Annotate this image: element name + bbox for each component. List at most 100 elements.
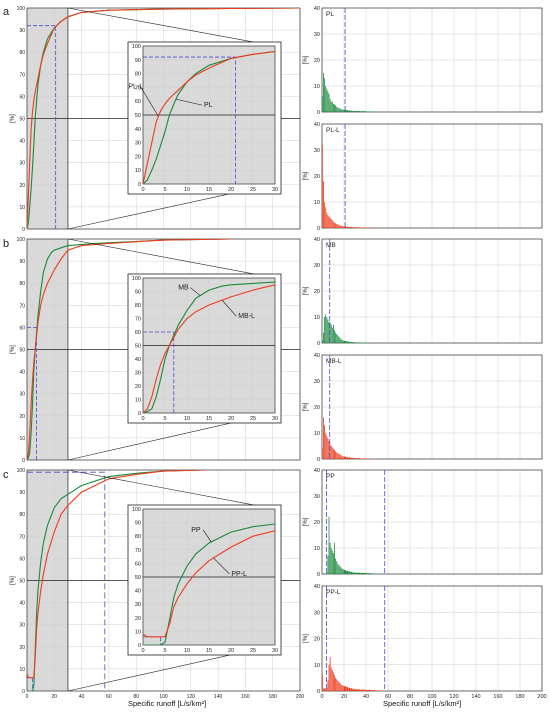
y-tick-label: 10 — [314, 431, 320, 437]
y-axis-title: [%] — [303, 517, 309, 526]
histogram-bar — [325, 688, 327, 691]
histogram-bar — [334, 542, 335, 574]
histogram-bar — [326, 435, 328, 459]
y-tick-label: 60 — [19, 325, 25, 331]
histogram-bar — [366, 111, 372, 112]
histogram-bar — [327, 319, 329, 343]
histogram-bar — [331, 220, 333, 228]
histogram-bar — [346, 341, 349, 343]
inset-series-line-PL — [143, 50, 275, 184]
histogram-bar — [325, 207, 327, 228]
y-tick-label: 90 — [135, 521, 141, 527]
inset-a: 0 5 10 15 20 25 30 0 10 20 30 40 50 60 70 80 90 100 PL-L PL — [127, 41, 282, 195]
y-tick-label: 0 — [317, 689, 320, 695]
y-tick-label: 60 — [19, 556, 25, 562]
y-tick-label: 20 — [135, 384, 141, 390]
histogram-bar — [323, 417, 324, 459]
inset-guide-line — [143, 331, 175, 413]
histogram-bar — [330, 218, 332, 228]
y-tick-label: 70 — [135, 85, 141, 91]
y-tick-label: 40 — [19, 370, 25, 376]
histogram-bar — [322, 448, 323, 459]
x-tick-label: 15 — [206, 187, 212, 193]
plot-frame — [321, 7, 543, 113]
histogram-bar — [334, 449, 335, 459]
y-tick-label: 70 — [19, 72, 25, 78]
histogram-label: MB — [326, 242, 336, 249]
y-tick-label: 20 — [19, 645, 25, 651]
histogram-bar — [333, 672, 334, 691]
y-tick-label: 20 — [314, 405, 320, 411]
histogram-bar — [352, 457, 355, 459]
y-tick-label: 10 — [19, 436, 25, 442]
y-tick-label: 80 — [19, 512, 25, 518]
histogram-bar — [352, 110, 355, 112]
y-tick-label: 0 — [317, 341, 320, 347]
y-tick-label: 20 — [135, 616, 141, 622]
inset-b: 0 5 10 15 20 25 30 0 10 20 30 40 50 60 70 80 90 100 MB MB-L — [127, 273, 282, 424]
y-tick-label: 0 — [22, 458, 25, 464]
histogram-bar — [342, 109, 344, 112]
histogram-bar — [346, 457, 349, 459]
y-tick-label: 20 — [314, 637, 320, 643]
y-tick-label: 90 — [19, 28, 25, 34]
left-x-axis-title: Specific runoff [L/s/km²] — [128, 699, 207, 708]
x-tick-label: 40 — [363, 694, 369, 700]
series-line-PP — [27, 470, 205, 691]
y-tick-label: 30 — [19, 392, 25, 398]
series-line-PL-L — [27, 8, 300, 229]
histogram-bar — [334, 675, 335, 691]
histogram-bar — [322, 340, 323, 343]
y-tick-label: 40 — [19, 139, 25, 145]
y-tick-label: 50 — [19, 117, 25, 123]
histogram-bar — [344, 570, 346, 574]
x-tick-label: 20 — [341, 694, 347, 700]
histogram-bar — [326, 688, 328, 691]
histogram-bar — [335, 451, 336, 459]
histogram-bar — [335, 105, 336, 112]
y-tick-label: 50 — [135, 575, 141, 581]
histogram-bar — [371, 690, 377, 691]
histogram-bar — [334, 104, 335, 112]
cumulative-panel-a: 0 10 20 30 40 50 60 70 80 90 100 a [%] 0 5 10 15 20 25 30 0 1… — [3, 6, 301, 233]
x-tick-label: 0 — [26, 694, 29, 700]
histogram-bar — [336, 679, 338, 691]
y-tick-label: 40 — [135, 589, 141, 595]
histogram-bar — [326, 572, 328, 574]
histogram-bar — [325, 86, 327, 112]
y-tick-label: 40 — [19, 601, 25, 607]
histogram-bar — [348, 110, 351, 112]
histogram-bar — [327, 680, 329, 691]
histogram-bar — [334, 330, 335, 343]
x-tick-label: 180 — [515, 694, 524, 700]
histogram-bar — [337, 680, 339, 691]
histogram-bar — [330, 446, 332, 459]
cumulative-panel-c: 0 20 40 60 80 100 120 140 160 180 2000102030405060… — [3, 468, 304, 700]
histogram-bar — [355, 227, 361, 228]
inset-series-line-PP-L — [143, 530, 275, 638]
y-tick-label: 40 — [314, 353, 320, 359]
histogram-PL: 0 10 20 30 40 [%] PL — [303, 6, 543, 116]
series-line-MB — [27, 239, 232, 460]
series-label-PP: PP — [191, 527, 201, 534]
y-tick-label: 80 — [135, 303, 141, 309]
histogram-bar — [346, 226, 349, 228]
y-tick-label: 100 — [132, 276, 141, 282]
histogram-bar — [360, 111, 366, 112]
histogram-bar — [342, 569, 344, 574]
histogram-bar — [337, 563, 339, 574]
plot-frame — [321, 238, 543, 344]
x-tick-label: 30 — [272, 648, 278, 654]
y-tick-label: 40 — [135, 357, 141, 363]
histogram-bar — [327, 555, 329, 574]
y-tick-label: 40 — [314, 584, 320, 590]
plot-frame — [142, 277, 276, 414]
histogram-bar — [352, 572, 355, 574]
y-tick-label: 40 — [314, 6, 320, 12]
plot-frame — [321, 469, 543, 575]
histogram-bar — [329, 443, 331, 459]
x-tick-label: 180 — [269, 694, 278, 700]
histogram-bar — [339, 566, 341, 574]
y-tick-label: 10 — [135, 168, 141, 174]
y-tick-label: 70 — [135, 317, 141, 323]
